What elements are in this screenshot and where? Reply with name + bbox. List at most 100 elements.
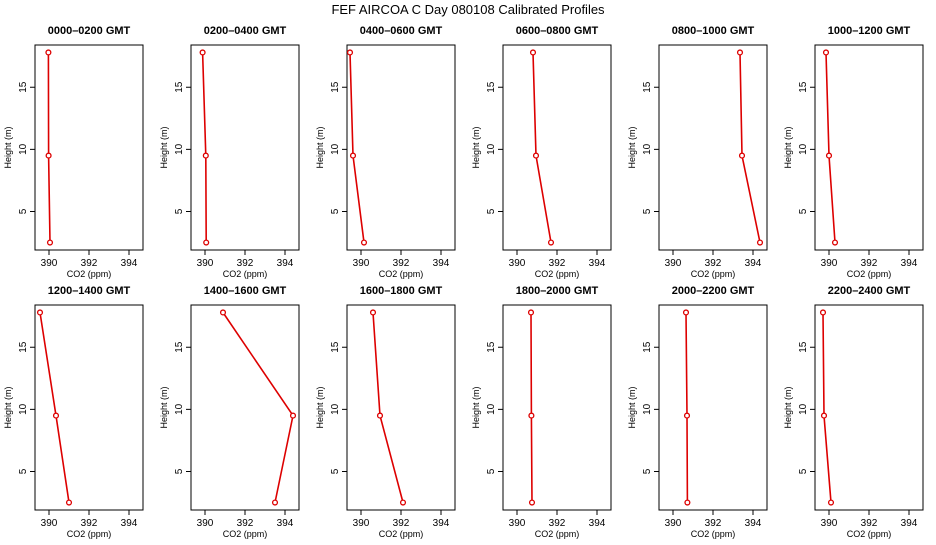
data-point — [547, 239, 555, 246]
y-tick-label: 5 — [798, 208, 809, 214]
x-tick-label: 392 — [705, 258, 722, 269]
x-tick-label: 394 — [901, 258, 918, 269]
x-tick-label: 392 — [549, 258, 566, 269]
plot-frame — [658, 44, 768, 251]
panel-0: 0000–0200 GMT 390 392 394 5 10 15 CO2 (ppm) Heig… — [3, 25, 144, 279]
plot-frame — [190, 44, 300, 251]
y-tick-label: 5 — [798, 468, 809, 474]
panel-5: 1000–1200 GMT 390 392 394 5 10 15 CO2 (ppm) Heig… — [783, 25, 924, 279]
y-tick-label: 5 — [18, 468, 29, 474]
data-point — [684, 499, 691, 506]
plot-frame — [814, 304, 924, 511]
x-tick-label: 394 — [433, 258, 450, 269]
data-point — [65, 499, 73, 506]
x-tick-label: 394 — [745, 518, 762, 529]
data-point — [827, 499, 835, 506]
data-point — [271, 499, 279, 506]
y-axis-label: Height (m) — [627, 126, 637, 168]
data-point — [289, 412, 297, 419]
y-axis-label: Height (m) — [471, 126, 481, 168]
y-tick-label: 10 — [18, 143, 29, 155]
panel-title: 2000–2200 GMT — [672, 285, 755, 297]
x-tick-label: 394 — [433, 518, 450, 529]
x-tick-label: 390 — [41, 518, 58, 529]
x-axis-label: CO2 (ppm) — [535, 529, 580, 539]
plot-frame — [658, 304, 768, 511]
panel-title: 1000–1200 GMT — [828, 25, 911, 37]
x-tick-label: 394 — [745, 258, 762, 269]
x-tick-label: 394 — [121, 258, 138, 269]
data-point — [822, 49, 830, 56]
plot-frame — [34, 44, 144, 251]
plot-frame — [502, 304, 612, 511]
x-axis-label: CO2 (ppm) — [67, 269, 112, 279]
x-axis-label: CO2 (ppm) — [691, 529, 736, 539]
data-point — [199, 49, 206, 56]
plot-frame — [346, 304, 456, 511]
y-axis-label: Height (m) — [159, 386, 169, 428]
data-point — [683, 412, 691, 419]
x-tick-label: 392 — [393, 518, 410, 529]
y-tick-label: 10 — [642, 143, 653, 155]
y-axis-label: Height (m) — [627, 386, 637, 428]
y-tick-label: 10 — [330, 143, 341, 155]
plot-frame — [502, 44, 612, 251]
x-tick-label: 390 — [509, 518, 526, 529]
y-tick-label: 5 — [642, 208, 653, 214]
data-point — [219, 309, 227, 316]
data-point — [46, 239, 54, 246]
panel-title: 0400–0600 GMT — [360, 25, 443, 37]
panel-4: 0800–1000 GMT 390 392 394 5 10 15 CO2 (ppm) Heig… — [627, 25, 768, 279]
data-point — [528, 412, 535, 419]
panel-title: 0000–0200 GMT — [48, 25, 131, 37]
y-tick-label: 10 — [798, 403, 809, 415]
data-point — [820, 412, 828, 419]
data-point — [527, 309, 535, 316]
y-tick-label: 10 — [642, 403, 653, 415]
data-point — [532, 152, 540, 159]
x-tick-label: 394 — [589, 518, 606, 529]
profile-line — [685, 312, 689, 503]
y-tick-label: 5 — [330, 468, 341, 474]
x-axis-label: CO2 (ppm) — [535, 269, 580, 279]
profile-line — [349, 52, 365, 243]
y-axis-label: Height (m) — [315, 386, 325, 428]
x-axis-label: CO2 (ppm) — [379, 269, 424, 279]
panel-title: 1800–2000 GMT — [516, 285, 599, 297]
panel-title: 0200–0400 GMT — [204, 25, 287, 37]
panel-3: 0600–0800 GMT 390 392 394 5 10 15 CO2 (ppm) Heig… — [471, 25, 612, 279]
panel-title: 0800–1000 GMT — [672, 25, 755, 37]
data-point — [346, 49, 354, 56]
panel-2: 0400–0600 GMT 390 392 394 5 10 15 CO2 (ppm) Heig… — [315, 25, 456, 279]
x-tick-label: 390 — [665, 518, 682, 529]
panel-9: 1800–2000 GMT 390 392 394 5 10 15 CO2 (ppm) Heig… — [471, 285, 612, 539]
panel-8: 1600–1800 GMT 390 392 394 5 10 15 CO2 (ppm) Heig… — [315, 285, 456, 539]
main-title: FEF AIRCOA C Day 080108 Calibrated Profi… — [331, 2, 605, 17]
x-axis-label: CO2 (ppm) — [691, 269, 736, 279]
data-point — [349, 152, 357, 159]
x-axis-label: CO2 (ppm) — [67, 529, 112, 539]
y-tick-label: 10 — [174, 143, 185, 155]
y-axis-label: Height (m) — [783, 386, 793, 428]
x-tick-label: 390 — [821, 258, 838, 269]
y-tick-label: 15 — [486, 81, 497, 93]
y-axis-label: Height (m) — [315, 126, 325, 168]
y-tick-label: 5 — [330, 208, 341, 214]
plot-frame — [190, 304, 300, 511]
y-tick-label: 15 — [174, 81, 185, 93]
profile-line — [530, 312, 533, 503]
y-tick-label: 5 — [642, 468, 653, 474]
y-axis-label: Height (m) — [3, 126, 13, 168]
data-point — [399, 499, 407, 506]
data-point — [825, 152, 833, 159]
x-tick-label: 394 — [277, 518, 294, 529]
profile-line — [739, 52, 761, 243]
x-tick-label: 392 — [81, 258, 98, 269]
x-tick-label: 390 — [821, 518, 838, 529]
x-tick-label: 392 — [861, 518, 878, 529]
data-point — [738, 152, 746, 159]
data-point — [360, 239, 368, 246]
profile-line — [201, 52, 207, 243]
data-point — [45, 49, 52, 56]
